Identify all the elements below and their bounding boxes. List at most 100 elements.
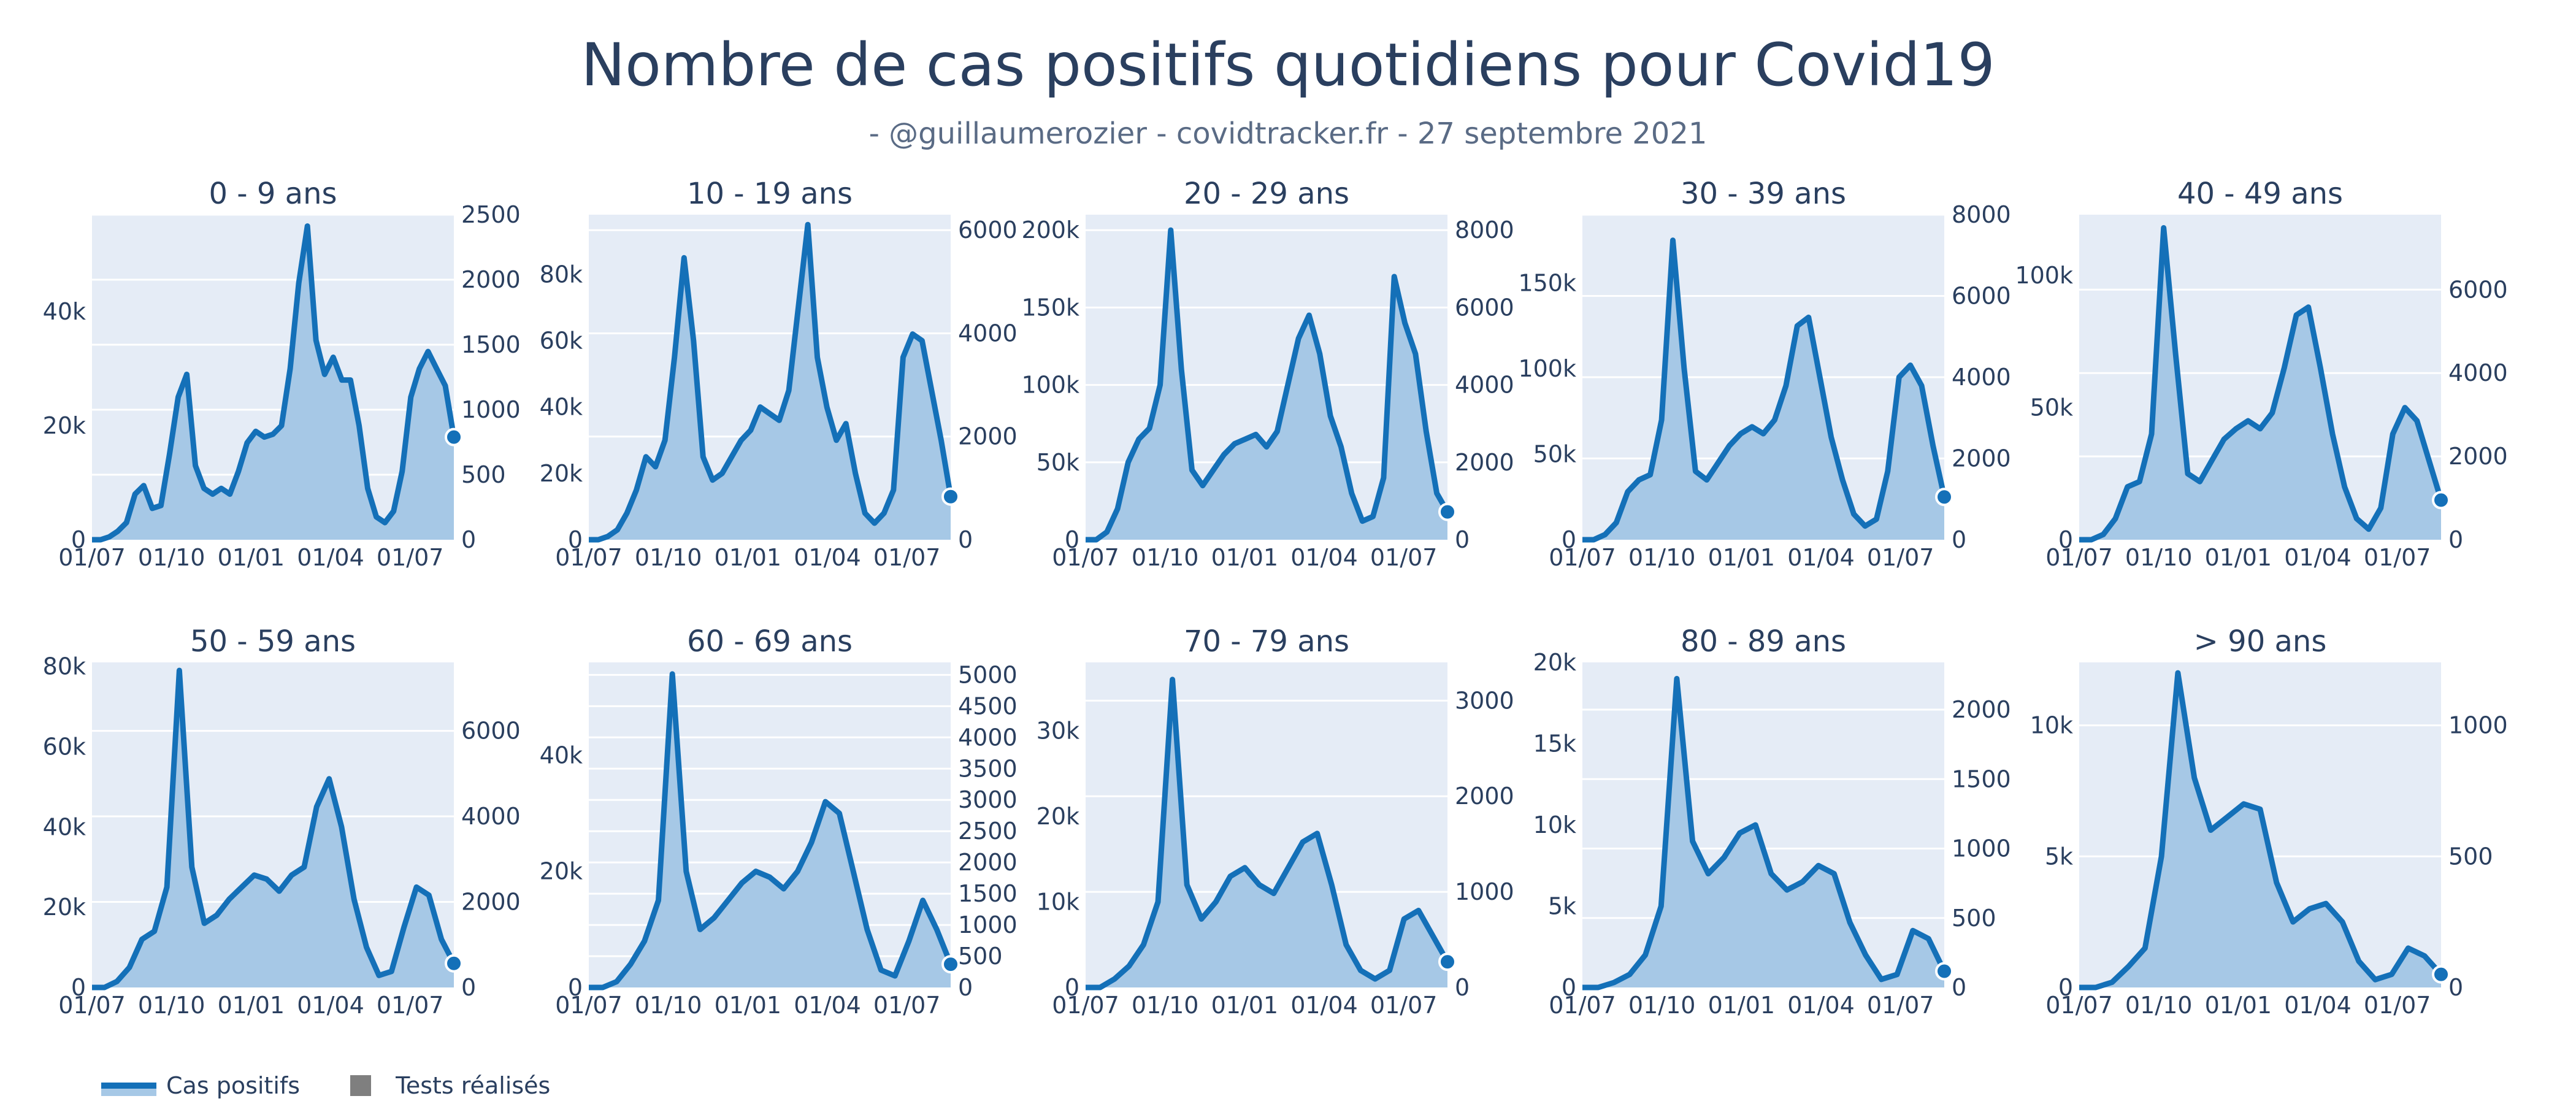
subplot-title: 20 - 29 ans <box>1184 177 1349 211</box>
last-value-marker <box>1935 962 1953 981</box>
cases-line <box>1086 227 1450 543</box>
subplot-4: 30 - 39 ans 0 50k 100k 150k 0 2000 4000 6000 8000… <box>1518 177 2011 571</box>
y-tick-label: 40k <box>540 394 583 421</box>
y2-tick-label: 2000 <box>958 423 1018 450</box>
x-tick-label: 01/07 <box>2364 992 2431 1019</box>
x-tick-label: 01/04 <box>2284 544 2352 571</box>
y-tick-label: 5k <box>2045 843 2073 870</box>
x-tick-label: 01/07 <box>1052 544 1119 571</box>
cases-line <box>2079 670 2444 991</box>
cases-area <box>589 224 951 540</box>
y2-tick-label: 8000 <box>1455 217 1514 243</box>
last-value-marker <box>1935 488 1953 507</box>
y2-tick-label: 8000 <box>1952 201 2011 228</box>
last-value-marker <box>941 487 960 506</box>
x-tick-label: 01/07 <box>377 992 444 1019</box>
y2-tick-label: 4000 <box>958 320 1018 347</box>
cases-line <box>1086 677 1450 991</box>
y2-tick-label: 0 <box>461 974 476 1001</box>
x-tick-label: 01/04 <box>1787 992 1855 1019</box>
legend-item-tests[interactable]: Tests réalisés <box>337 1072 550 1099</box>
y2-tick-label: 2000 <box>958 849 1018 876</box>
y2-tick-label: 3000 <box>1455 687 1514 714</box>
y2-tick-label: 500 <box>2448 843 2493 870</box>
last-value-marker <box>2432 965 2450 984</box>
x-tick-label: 01/01 <box>2205 992 2272 1019</box>
y2-tick-label: 6000 <box>958 217 1018 243</box>
y-tick-label: 50k <box>1533 441 1576 468</box>
y2-tick-label: 0 <box>1952 974 1966 1001</box>
x-tick-label: 01/01 <box>715 544 782 571</box>
x-tick-label: 01/01 <box>1211 992 1279 1019</box>
subplot-7: 60 - 69 ans 0 20k 40k 0 500 1000 1500 2000 2500 30… <box>540 624 1018 1019</box>
y-tick-label: 0 <box>1065 974 1079 1001</box>
y2-tick-label: 500 <box>461 461 506 488</box>
y-tick-label: 60k <box>43 733 86 760</box>
last-value-marker <box>1438 502 1457 521</box>
y2-tick-label: 3000 <box>958 786 1018 813</box>
chart-subtitle: - @guillaumerozier - covidtracker.fr - 2… <box>868 117 1708 151</box>
y-tick-label: 40k <box>540 742 583 769</box>
y2-tick-label: 2000 <box>1455 449 1514 476</box>
x-tick-label: 01/04 <box>1290 544 1358 571</box>
y2-tick-label: 5000 <box>958 661 1018 688</box>
x-tick-label: 01/10 <box>635 992 702 1019</box>
cases-area <box>1582 240 1944 540</box>
x-tick-label: 01/07 <box>873 544 941 571</box>
y-tick-label: 60k <box>540 328 583 355</box>
subplot-title: 70 - 79 ans <box>1184 624 1349 659</box>
y2-tick-label: 6000 <box>1952 283 2011 310</box>
y-tick-label: 100k <box>1021 372 1079 399</box>
cases-line <box>92 667 456 991</box>
cases-line <box>589 671 954 991</box>
y2-tick-label: 2500 <box>461 201 521 228</box>
x-tick-label: 01/07 <box>1867 992 1934 1019</box>
y2-tick-label: 6000 <box>461 718 521 745</box>
y2-tick-label: 4000 <box>2448 359 2508 386</box>
x-tick-label: 01/04 <box>297 544 364 571</box>
y2-tick-label: 1500 <box>1952 765 2011 792</box>
x-tick-label: 01/07 <box>1549 544 1616 571</box>
y-tick-label: 30k <box>1037 718 1079 745</box>
y2-tick-label: 1000 <box>2448 712 2508 739</box>
subplot-title: > 90 ans <box>2194 624 2327 659</box>
legend-swatch-line <box>101 1083 156 1096</box>
y2-tick-label: 2000 <box>461 266 521 293</box>
y-tick-label: 150k <box>1021 294 1079 321</box>
x-tick-label: 01/01 <box>1211 544 1279 571</box>
cases-line <box>1582 676 1947 991</box>
y-tick-label: 150k <box>1518 270 1576 297</box>
legend-item-cases[interactable]: Cas positifs <box>101 1072 300 1099</box>
x-tick-label: 01/07 <box>555 544 623 571</box>
subplot-title: 60 - 69 ans <box>687 624 853 659</box>
y-tick-label: 0 <box>568 974 583 1001</box>
x-tick-label: 01/10 <box>1628 992 1696 1019</box>
x-tick-label: 01/01 <box>1708 544 1776 571</box>
x-tick-label: 01/01 <box>1708 992 1776 1019</box>
y-tick-label: 15k <box>1533 730 1576 757</box>
y2-tick-label: 2000 <box>1455 783 1514 810</box>
y2-tick-label: 2000 <box>1952 696 2011 723</box>
subplot-title: 50 - 59 ans <box>190 624 356 659</box>
y-tick-label: 50k <box>2030 394 2073 421</box>
y2-tick-label: 2000 <box>1952 445 2011 472</box>
y-tick-label: 40k <box>43 813 86 840</box>
y-tick-label: 10k <box>1037 889 1079 916</box>
x-tick-label: 01/10 <box>2125 544 2193 571</box>
y-tick-label: 100k <box>2015 262 2073 289</box>
y2-tick-label: 0 <box>1952 526 1966 553</box>
y-tick-label: 200k <box>1021 217 1079 243</box>
y2-tick-label: 6000 <box>1455 294 1514 321</box>
legend-label-cases: Cas positifs <box>166 1072 301 1099</box>
legend: Cas positifs Tests réalisés <box>101 1070 587 1101</box>
y-tick-label: 20k <box>1533 649 1576 676</box>
y-tick-label: 20k <box>1037 803 1079 830</box>
x-tick-label: 01/04 <box>1290 992 1358 1019</box>
x-tick-label: 01/10 <box>1132 992 1199 1019</box>
x-tick-label: 01/07 <box>2364 544 2431 571</box>
y2-tick-label: 4500 <box>958 692 1018 719</box>
last-value-marker <box>941 955 960 974</box>
subplot-1: 0 - 9 ans 0 20k 40k 0 500 1000 1500 2000 2500 01/0… <box>43 177 521 571</box>
last-value-marker <box>445 427 463 447</box>
x-tick-label: 01/07 <box>2045 544 2113 571</box>
